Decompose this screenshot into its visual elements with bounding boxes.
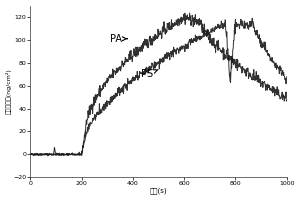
Text: PA: PA: [110, 34, 127, 44]
Text: PS: PS: [140, 69, 158, 79]
Y-axis label: 吸附量度量(ng/cm²): 吸附量度量(ng/cm²): [6, 69, 12, 114]
X-axis label: 时间(s): 时间(s): [150, 188, 167, 194]
